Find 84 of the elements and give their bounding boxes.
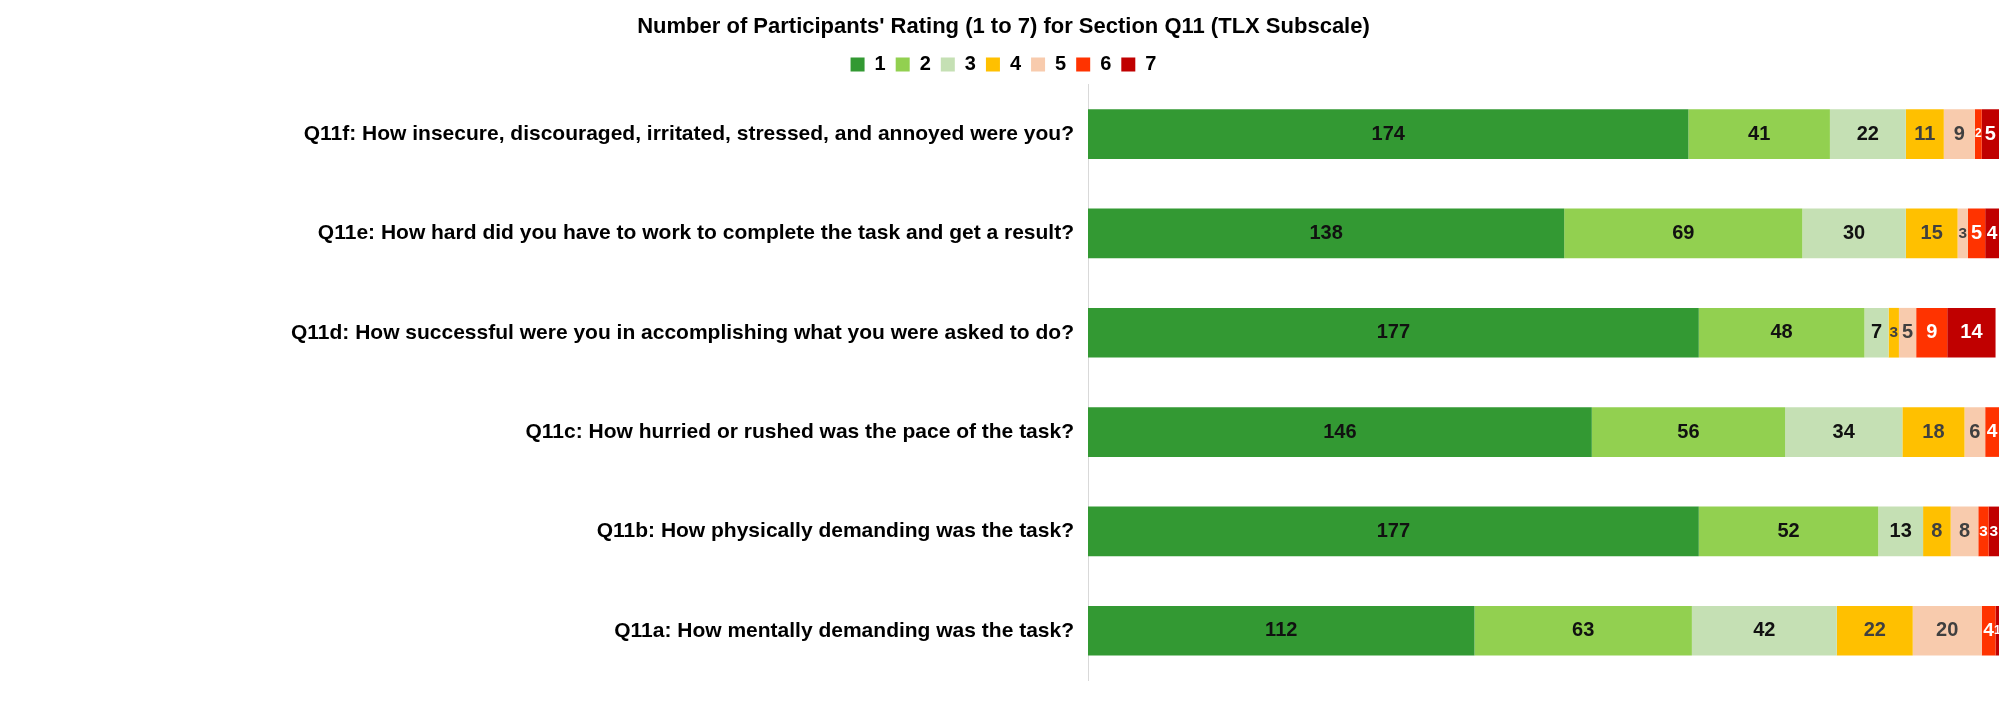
data-label: 41 [1748, 121, 1771, 144]
bar [1698, 506, 1879, 557]
data-label: 4 [1986, 420, 1998, 442]
data-label: 63 [1572, 618, 1595, 641]
bar [1978, 506, 1989, 557]
legend-label: 2 [919, 51, 931, 74]
data-label: 2 [1974, 126, 1982, 141]
bar [1088, 109, 1689, 159]
data-label: 22 [1863, 618, 1886, 641]
bar [1688, 109, 1830, 159]
legend-label: 1 [874, 51, 886, 74]
data-label: 3 [1889, 322, 1899, 340]
legend-label: 5 [1055, 51, 1067, 74]
data-label: 177 [1376, 518, 1411, 541]
bar [1088, 307, 1699, 358]
data-label: 18 [1922, 419, 1945, 442]
bar [1698, 307, 1865, 358]
bar [1943, 109, 1975, 159]
data-label: 4 [1986, 221, 1998, 243]
data-label: 52 [1777, 518, 1800, 541]
chart-title: Number of Participants' Rating (1 to 7) for Section Q11 (TLX Subscale) [637, 13, 1370, 39]
bar [1905, 208, 1958, 259]
data-label: 6 [1969, 419, 1981, 442]
bar [1802, 208, 1906, 259]
legend-label: 6 [1100, 51, 1112, 74]
y-tick-label: Q11c: How hurried or rushed was the pace of the task? [525, 418, 1074, 442]
bar [1829, 109, 1906, 159]
data-label: 56 [1677, 419, 1700, 442]
y-tick-label: Q11d: How successful were you in accomplishing what you were asked to do? [290, 319, 1074, 343]
data-label: 5 [1984, 121, 1996, 144]
bar [1564, 208, 1803, 259]
legend-label: 4 [1009, 51, 1022, 74]
data-label: 9 [1926, 320, 1938, 343]
data-label: 174 [1371, 121, 1406, 144]
bar [1902, 407, 1965, 457]
bar [1088, 605, 1475, 656]
data-label: 3 [1989, 521, 1999, 539]
bar [1964, 407, 1986, 457]
data-label: 8 [1958, 518, 1971, 541]
bar [1985, 407, 1999, 457]
bar [1947, 307, 1996, 358]
bar [1691, 605, 1837, 656]
y-tick-label: Q11f: How insecure, discouraged, irritated, stressed, and annoyed were you? [303, 120, 1074, 144]
bar [1836, 605, 1913, 656]
data-label: 7 [1870, 320, 1883, 343]
data-label: 9 [1953, 121, 1965, 144]
bar [1474, 605, 1692, 656]
bar [1923, 506, 1951, 557]
bar [1088, 407, 1592, 457]
legend-label: 7 [1145, 51, 1157, 74]
data-label: 112 [1265, 618, 1298, 641]
bar [1905, 109, 1944, 159]
bar [1916, 307, 1948, 358]
legend-label: 3 [964, 51, 976, 74]
data-label: 5 [1971, 220, 1983, 243]
bar [1088, 506, 1699, 557]
data-label: 34 [1832, 419, 1856, 442]
data-label: 5 [1901, 320, 1914, 343]
bar [1591, 407, 1786, 457]
data-label: 15 [1920, 220, 1943, 243]
y-tick-label: Q11e: How hard did you have to work to complete the task and get a result? [317, 220, 1074, 244]
data-label: 13 [1889, 518, 1912, 541]
data-label: 42 [1753, 618, 1776, 641]
data-label: 14 [1960, 320, 1984, 343]
bar [1088, 208, 1565, 259]
data-label: 11 [1914, 121, 1936, 144]
bar [1785, 407, 1903, 457]
y-tick-label: Q11a: How mentally demanding was the task? [614, 617, 1074, 641]
data-label: 4 [1983, 619, 1995, 641]
data-label: 177 [1376, 320, 1411, 343]
data-label: 48 [1770, 320, 1793, 343]
data-label: 3 [1979, 521, 1988, 539]
data-label: 69 [1672, 220, 1695, 243]
y-tick-label: Q11b: How physically demanding was the task? [596, 518, 1074, 542]
bar [1864, 307, 1889, 358]
data-label: 8 [1931, 518, 1943, 541]
data-label: 146 [1323, 419, 1357, 442]
bar [1912, 605, 1982, 656]
data-label: 138 [1309, 220, 1343, 243]
data-label: 30 [1842, 220, 1866, 243]
bar [1878, 506, 1924, 557]
data-label: 3 [1958, 223, 1968, 241]
data-label: 22 [1856, 121, 1879, 144]
data-label: 20 [1936, 618, 1959, 641]
